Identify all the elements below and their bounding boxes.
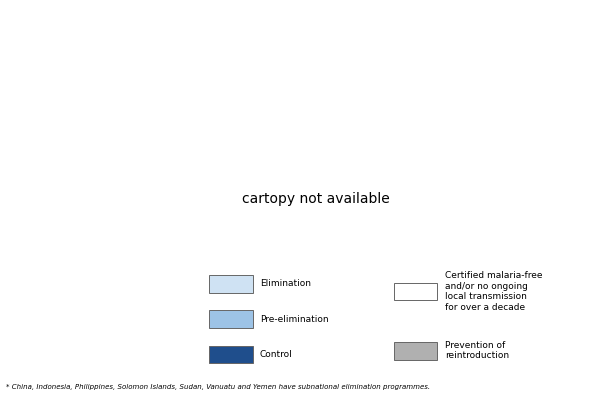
- Text: Pre-elimination: Pre-elimination: [260, 315, 328, 323]
- Text: * China, Indonesia, Philippines, Solomon Islands, Sudan, Vanuatu and Yemen have : * China, Indonesia, Philippines, Solomon…: [6, 384, 431, 390]
- Text: Elimination: Elimination: [260, 279, 311, 288]
- Text: cartopy not available: cartopy not available: [242, 192, 389, 206]
- Text: Prevention of
reintroduction: Prevention of reintroduction: [445, 341, 509, 361]
- Text: Certified malaria-free
and/or no ongoing
local transmission
for over a decade: Certified malaria-free and/or no ongoing…: [445, 271, 542, 312]
- Text: Control: Control: [260, 350, 293, 359]
